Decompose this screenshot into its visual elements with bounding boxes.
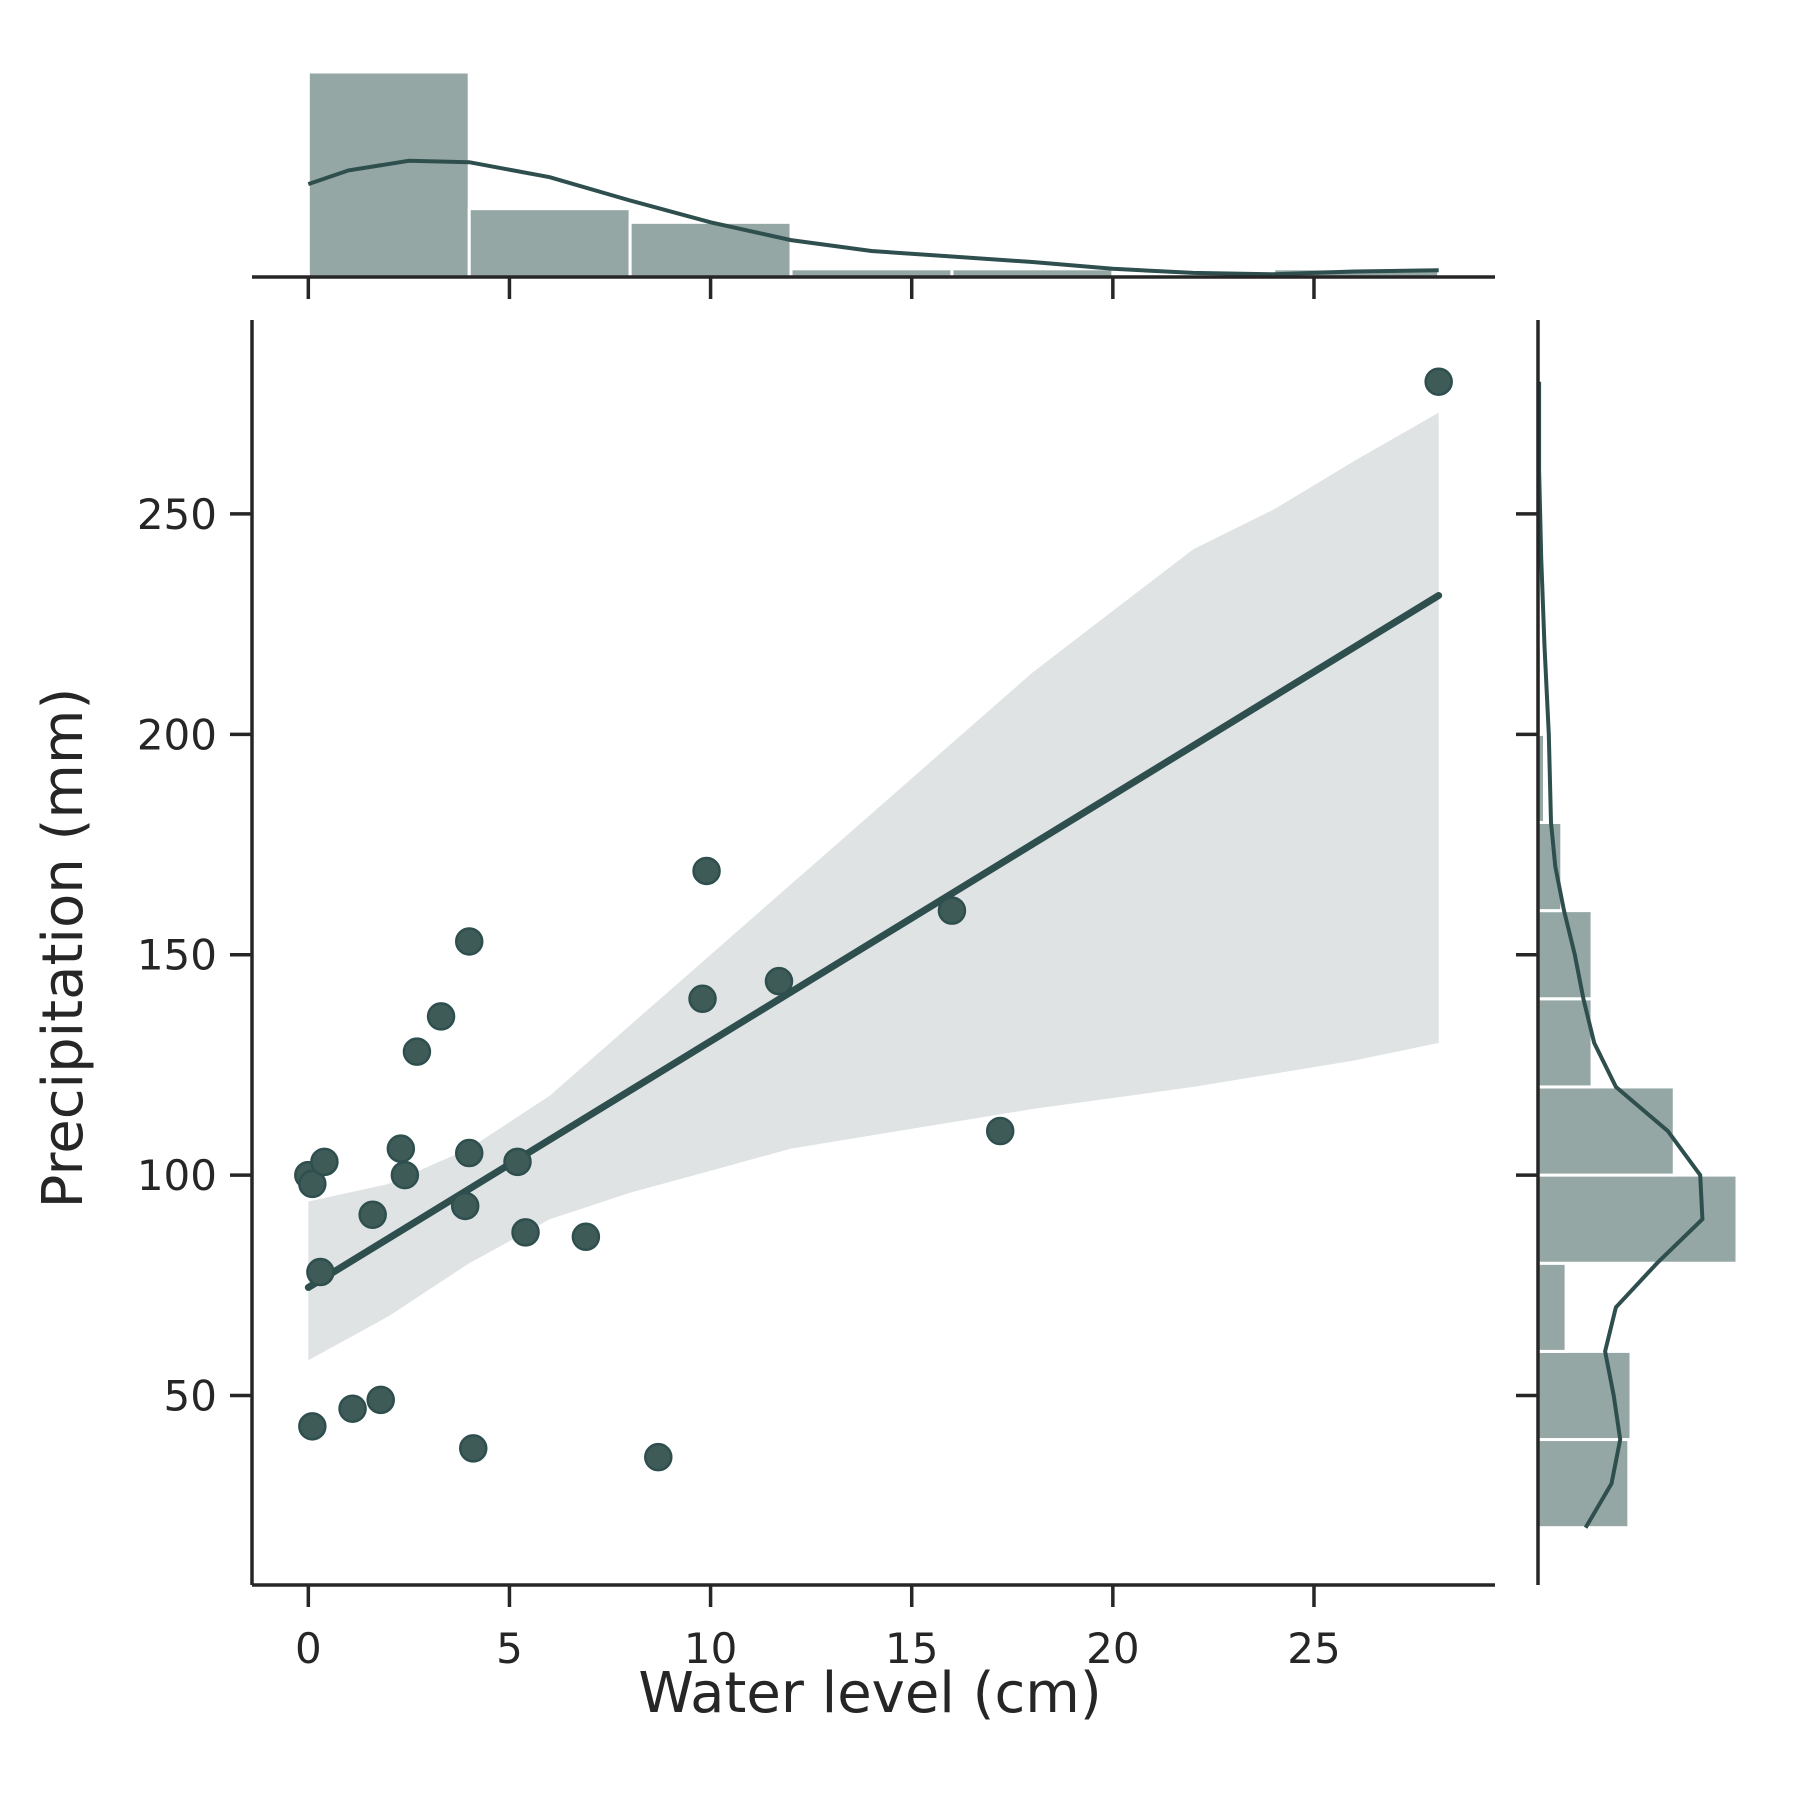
y-hist-bar — [1536, 909, 1594, 1001]
scatter-point — [688, 984, 717, 1014]
right-marginal-histogram — [1516, 320, 1739, 1585]
scatter-point — [985, 1116, 1015, 1146]
scatter-point — [764, 966, 794, 996]
scatter-point — [1424, 367, 1453, 396]
y-tick-label: 150 — [137, 931, 217, 980]
scatter-point — [644, 1442, 673, 1472]
regression-line — [304, 591, 1443, 1291]
y-hist-bar — [1536, 1085, 1676, 1177]
y-kde-curve — [1537, 381, 1705, 1529]
y-tick-label: 200 — [137, 710, 217, 759]
x-hist-bar — [628, 220, 793, 279]
scatter-point — [338, 1394, 367, 1423]
y-hist-bar — [1536, 1173, 1739, 1265]
y-hist-bar — [1536, 1261, 1568, 1353]
x-tick-label: 15 — [885, 1624, 938, 1673]
scatter-point — [298, 1412, 327, 1441]
confidence-band — [308, 412, 1439, 1361]
x-tick-label: 25 — [1287, 1624, 1340, 1673]
y-hist-bar — [1536, 820, 1564, 913]
x-tick-label: 10 — [684, 1624, 737, 1673]
scatter-point — [450, 1191, 480, 1221]
y-hist-bar — [1536, 1438, 1631, 1530]
scatter-point — [426, 1002, 456, 1031]
scatter-point — [937, 896, 967, 925]
y-tick-label: 250 — [137, 490, 217, 539]
scatter-point — [454, 927, 484, 956]
scatter-point — [454, 1138, 484, 1168]
x-hist-bar — [467, 207, 632, 279]
scatter-point — [386, 1134, 416, 1163]
scatter-point — [310, 1147, 339, 1177]
x-tick-label: 0 — [295, 1624, 322, 1673]
y-tick-label: 50 — [164, 1371, 217, 1420]
x-tick-label: 5 — [496, 1624, 523, 1673]
main-scatter-plot: 0 5 10 15 20 25 50 100 150 200 250 — [137, 320, 1495, 1673]
y-tick-label: 100 — [137, 1151, 217, 1200]
scatter-point — [571, 1222, 601, 1252]
x-axis-title: Water level (cm) — [638, 1661, 1101, 1726]
scatter-point — [298, 1169, 327, 1199]
scatter-point — [692, 856, 721, 886]
top-marginal-histogram — [252, 70, 1495, 299]
scatter-point — [511, 1218, 540, 1247]
scatter-point — [402, 1037, 432, 1066]
x-kde-curve — [307, 158, 1439, 277]
scatter-point — [358, 1200, 387, 1230]
y-hist-bar — [1536, 997, 1594, 1089]
scatter-point — [458, 1434, 488, 1463]
scatter-point — [390, 1160, 420, 1190]
x-tick-label: 20 — [1086, 1624, 1139, 1673]
scatter-point — [306, 1257, 335, 1287]
scatter-point — [366, 1385, 395, 1415]
y-axis-title: Precipitation (mm) — [31, 688, 96, 1209]
scatter-point — [503, 1147, 532, 1177]
